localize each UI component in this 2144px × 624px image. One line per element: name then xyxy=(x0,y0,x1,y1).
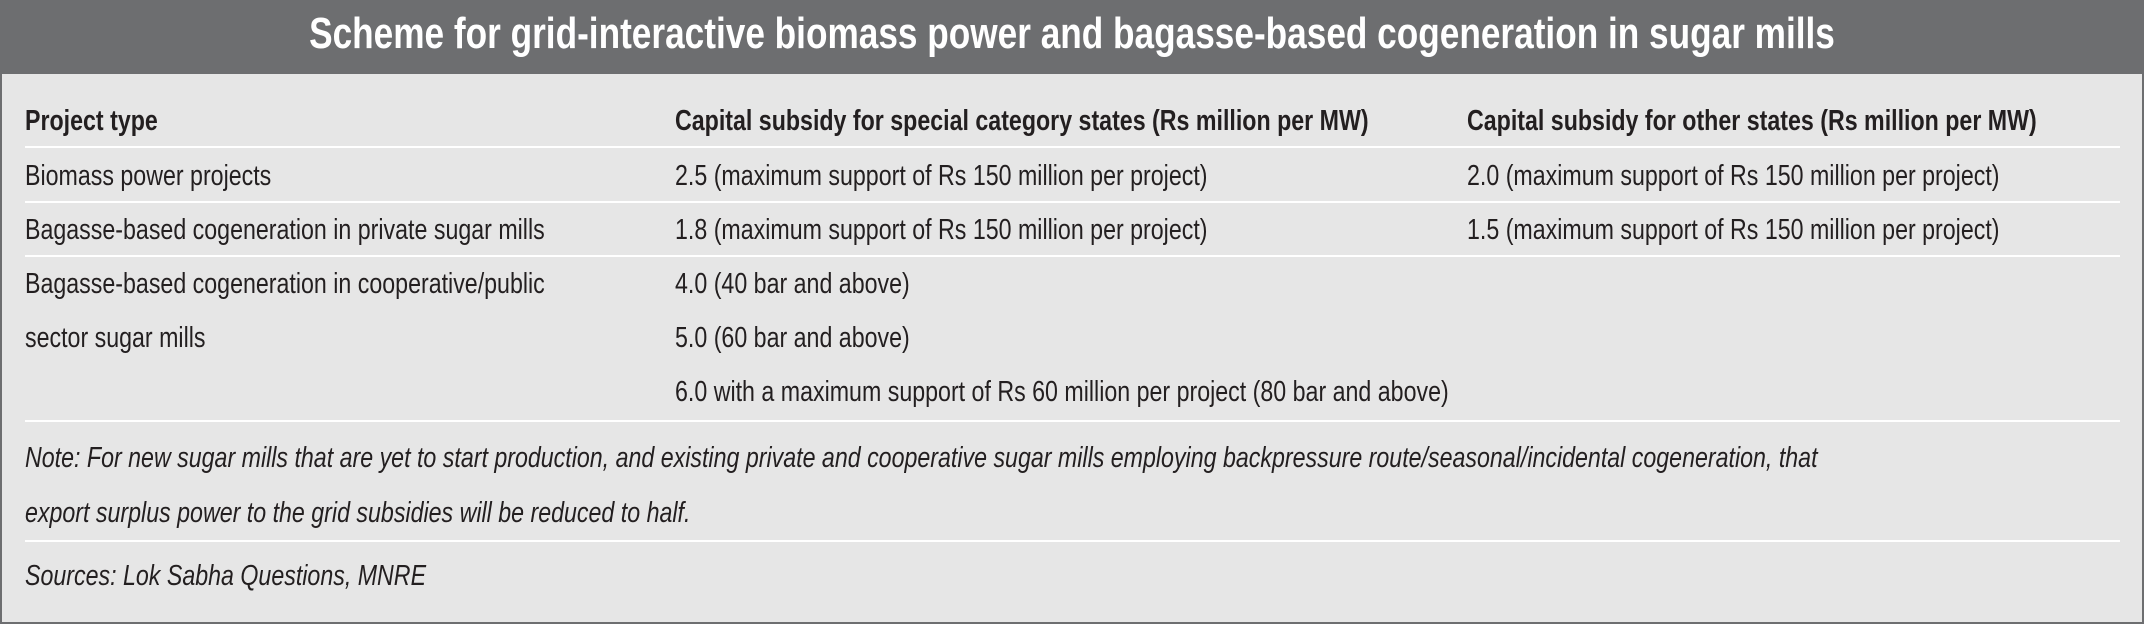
cell-special-subsidy: 2.5 (maximum support of Rs 150 million p… xyxy=(675,160,1208,192)
row-divider xyxy=(25,146,2120,148)
cell-special-subsidy: 4.0 (40 bar and above) xyxy=(675,268,910,300)
note-line-1: Note: For new sugar mills that are yet t… xyxy=(25,442,1818,474)
sources: Sources: Lok Sabha Questions, MNRE xyxy=(25,560,427,592)
cell-project-type: Bagasse-based cogeneration in cooperativ… xyxy=(25,268,545,300)
row-divider xyxy=(25,540,2120,542)
cell-project-type: Biomass power projects xyxy=(25,160,272,192)
table-title: Scheme for grid-interactive biomass powe… xyxy=(309,9,1835,58)
cell-project-type-line2: sector sugar mills xyxy=(25,322,206,354)
column-header-other-states: Capital subsidy for other states (Rs mil… xyxy=(1467,105,2037,137)
cell-special-subsidy-line2: 5.0 (60 bar and above) xyxy=(675,322,910,354)
cell-other-subsidy: 2.0 (maximum support of Rs 150 million p… xyxy=(1467,160,2000,192)
cell-special-subsidy-line3: 6.0 with a maximum support of Rs 60 mill… xyxy=(675,376,1449,408)
row-divider xyxy=(25,201,2120,203)
cell-project-type: Bagasse-based cogeneration in private su… xyxy=(25,214,545,246)
column-header-special-states: Capital subsidy for special category sta… xyxy=(675,105,1369,137)
row-divider xyxy=(25,255,2120,257)
column-header-project-type: Project type xyxy=(25,105,158,137)
row-divider xyxy=(25,420,2120,422)
note-line-2: export surplus power to the grid subsidi… xyxy=(25,497,691,529)
title-bar: Scheme for grid-interactive biomass powe… xyxy=(0,0,2144,74)
cell-special-subsidy: 1.8 (maximum support of Rs 150 million p… xyxy=(675,214,1208,246)
cell-other-subsidy: 1.5 (maximum support of Rs 150 million p… xyxy=(1467,214,2000,246)
